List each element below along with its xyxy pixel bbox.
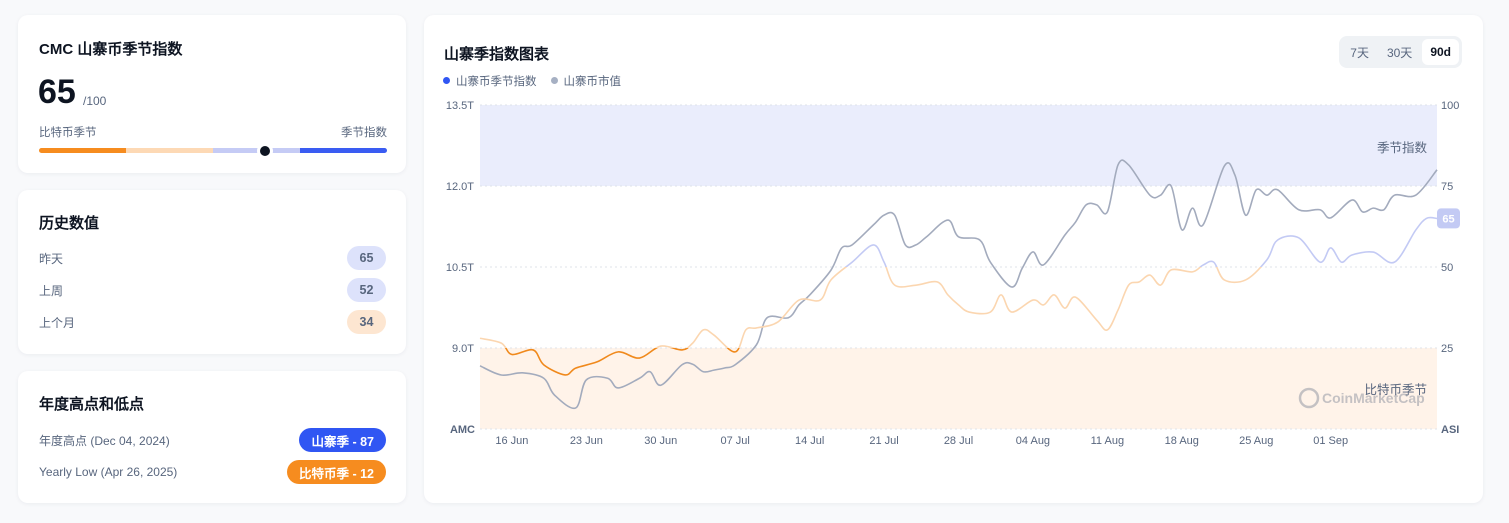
x-axis-tick: 04 Aug [1016, 435, 1050, 447]
x-axis-tick: 11 Aug [1091, 435, 1124, 447]
band-label: 比特币季节 [1364, 382, 1427, 397]
x-axis-tick: 21 Jul [869, 435, 898, 447]
gauge-segment [39, 148, 126, 153]
index-max: /100 [83, 94, 107, 108]
legend-item-index[interactable]: 山寨币季节指数 [443, 73, 537, 89]
right-axis-tick: 100 [1441, 100, 1459, 112]
left-axis-tick: 13.5T [446, 100, 474, 112]
season-index-label: 季节指数 [341, 127, 387, 139]
x-axis-tick: 30 Jun [644, 435, 677, 447]
current-value-badge [1437, 208, 1460, 229]
chart-title: 山寨季指数图表 [444, 46, 550, 63]
current-value-label: 65 [1442, 213, 1454, 225]
chart-legend: 山寨币季节指数 山寨币市值 [443, 73, 621, 89]
band-label: 季节指数 [1377, 140, 1428, 155]
history-row-last-week: 上周 52 [39, 278, 386, 302]
right-axis-label: ASI [1441, 424, 1459, 436]
x-axis-tick: 16 Jun [495, 435, 528, 447]
card-title: 年度高点和低点 [39, 396, 145, 413]
gauge-segment [213, 148, 300, 153]
legend-dot [550, 77, 558, 84]
left-axis-tick: 12.0T [446, 181, 474, 193]
yearly-high-row: 年度高点 (Dec 04, 2024) 山寨季 - 87 [39, 428, 386, 452]
gauge-marker [257, 143, 274, 159]
season-index-line [479, 216, 1438, 376]
bitcoin-season-label: 比特币季节 [39, 127, 97, 139]
row-label: 昨天 [39, 251, 64, 266]
value-pill: 52 [347, 278, 386, 302]
right-axis-tick: 50 [1441, 262, 1453, 274]
coinmarketcap-watermark: CoinMarketCap [1298, 387, 1425, 409]
season-gauge-bar [39, 148, 387, 153]
altcoin-season-chart-card: 山寨季指数图表 7天 30天 90d 山寨币季节指数 山寨币市值 季节指数比特币… [424, 15, 1483, 503]
index-value: 65 [38, 73, 76, 111]
historical-values-card: 历史数值 昨天 65 上周 52 上个月 34 [18, 190, 406, 354]
row-label: 上个月 [39, 315, 76, 330]
x-axis-tick: 25 Aug [1239, 435, 1273, 447]
gauge-segment [126, 148, 213, 153]
left-axis-tick: 9.0T [452, 343, 474, 355]
yearly-high-low-card: 年度高点和低点 年度高点 (Dec 04, 2024) 山寨季 - 87 Yea… [18, 371, 406, 503]
history-row-last-month: 上个月 34 [39, 310, 386, 334]
row-label: Yearly Low (Apr 26, 2025) [39, 465, 178, 479]
legend-item-market-cap[interactable]: 山寨币市值 [550, 73, 622, 89]
row-label: 上周 [39, 283, 64, 298]
value-pill: 34 [347, 310, 386, 334]
x-axis-tick: 01 Sep [1313, 435, 1348, 447]
altcoin-season-tag: 山寨季 - 87 [299, 428, 386, 452]
yearly-low-row: Yearly Low (Apr 26, 2025) 比特币季 - 12 [39, 460, 386, 484]
coinmarketcap-logo-icon [1298, 387, 1320, 409]
right-axis-tick: 25 [1441, 343, 1453, 355]
x-axis-tick: 18 Aug [1165, 435, 1199, 447]
bitcoin-season-tag: 比特币季 - 12 [286, 460, 386, 484]
left-axis-label: AMC [450, 424, 475, 436]
band-altcoin-season [480, 105, 1437, 186]
range-90d-button[interactable]: 90d [1422, 39, 1459, 65]
band-bitcoin-season [480, 348, 1437, 429]
gauge-segment [300, 148, 387, 153]
altcoin-season-index-card: CMC 山寨币季节指数 65 /100 比特币季节 季节指数 [18, 15, 406, 173]
card-title: 历史数值 [39, 215, 100, 232]
range-7d-button[interactable]: 7天 [1350, 45, 1369, 60]
watermark-text: CoinMarketCap [1322, 390, 1425, 406]
left-axis-tick: 10.5T [446, 262, 474, 274]
market-cap-line [479, 159, 1438, 410]
x-axis-tick: 07 Jul [721, 435, 750, 447]
row-label: 年度高点 (Dec 04, 2024) [39, 433, 170, 448]
x-axis-tick: 23 Jun [570, 435, 603, 447]
x-axis-tick: 28 Jul [944, 435, 973, 447]
x-axis-tick: 14 Jul [795, 435, 824, 447]
right-axis-tick: 75 [1441, 181, 1453, 193]
value-pill: 65 [347, 246, 386, 270]
history-row-yesterday: 昨天 65 [39, 246, 386, 270]
range-30d-button[interactable]: 30天 [1386, 45, 1413, 60]
time-range-selector: 7天 30天 90d [1339, 36, 1462, 68]
legend-label: 山寨币季节指数 [456, 76, 537, 88]
card-title: CMC 山寨币季节指数 [39, 41, 183, 58]
legend-label: 山寨币市值 [563, 76, 622, 88]
legend-dot [443, 77, 450, 84]
